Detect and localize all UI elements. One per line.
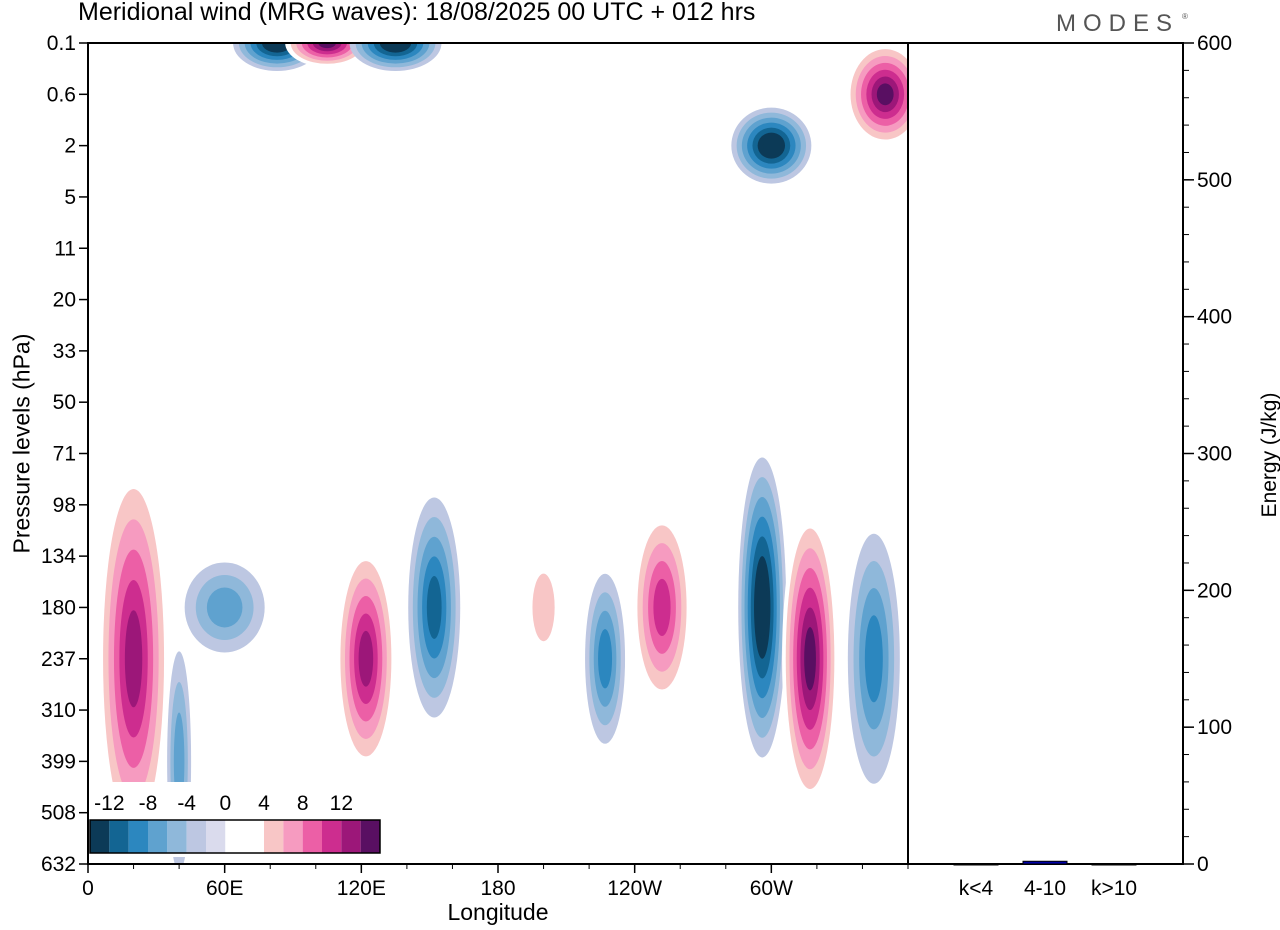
colorbar: -12 -8 -4 0 4 8 12 <box>86 782 384 857</box>
colorbar-label: 0 <box>219 792 231 815</box>
energy-tick-label: 200 <box>1197 579 1232 602</box>
y-tick-label: 98 <box>53 494 76 517</box>
contour-level <box>876 83 894 106</box>
contour-level <box>124 610 143 708</box>
colorbar-label: -4 <box>177 792 196 815</box>
y-tick-label: 20 <box>53 289 76 312</box>
energy-bar-panel: 0 100 200 300 400 500 600 k<4 4-10 k>10 <box>907 32 1232 900</box>
colorbar-swatch <box>225 820 245 853</box>
colorbar-swatch <box>128 820 148 853</box>
y-tick-label: 310 <box>41 699 76 722</box>
y-tick-label: 508 <box>41 802 76 825</box>
contour-level <box>804 627 816 691</box>
colorbar-swatch <box>186 820 206 853</box>
colorbar-label: 4 <box>258 792 270 815</box>
y-tick-label: 237 <box>41 648 76 671</box>
y-tick-label: 2 <box>64 135 76 158</box>
contour-level <box>532 573 555 642</box>
contour-field <box>97 43 908 864</box>
energy-category-label: k<4 <box>959 877 994 900</box>
y-tick-label: 11 <box>54 237 76 260</box>
energy-tick-label: 300 <box>1197 443 1232 466</box>
brand-logo: MODES <box>1056 10 1180 37</box>
contour-level <box>385 43 406 49</box>
x-tick-label: 120W <box>607 877 662 900</box>
contour-level <box>318 43 336 49</box>
y-tick-label: 632 <box>41 853 76 876</box>
colorbar-swatch <box>341 820 361 853</box>
y-tick-label: 50 <box>53 391 76 414</box>
colorbar-swatch <box>360 820 380 853</box>
x-axis-label: Longitude <box>447 899 549 925</box>
x-tick-label: 120E <box>337 877 386 900</box>
energy-bar <box>1022 860 1068 865</box>
colorbar-label: 12 <box>330 792 353 815</box>
y-tick-label: 399 <box>41 750 76 773</box>
y-axis-label: Pressure levels (hPa) <box>8 333 35 554</box>
contour-level <box>206 587 243 628</box>
contour-level <box>757 575 768 640</box>
y-tick-label: 134 <box>41 545 76 568</box>
brand-registered-mark: ® <box>1182 12 1188 21</box>
contour-level <box>653 578 671 637</box>
colorbar-label: 8 <box>297 792 309 815</box>
x-tick-label: 0 <box>82 877 94 900</box>
energy-tick-label: 400 <box>1197 306 1232 329</box>
x-tick-label: 60E <box>206 877 243 900</box>
colorbar-label: -8 <box>139 792 158 815</box>
contour-level <box>864 615 883 703</box>
colorbar-swatch <box>322 820 342 853</box>
colorbar-swatch <box>148 820 168 853</box>
energy-category-label: k>10 <box>1091 877 1137 900</box>
chart-title: Meridional wind (MRG waves): 18/08/2025 … <box>78 0 756 26</box>
contour-level <box>598 629 613 689</box>
contour-level <box>267 43 287 49</box>
energy-bar <box>953 863 999 866</box>
colorbar-swatch <box>283 820 303 853</box>
colorbar-swatch <box>302 820 322 853</box>
colorbar-frame <box>89 819 381 854</box>
contour-level <box>426 576 442 639</box>
colorbar-swatch <box>264 820 284 853</box>
energy-category-label: 4-10 <box>1024 877 1066 900</box>
energy-bar <box>1091 863 1137 866</box>
colorbar-swatch <box>244 820 264 853</box>
energy-tick-label: 500 <box>1197 169 1232 192</box>
colorbar-label: -12 <box>94 792 124 815</box>
colorbar-swatch <box>109 820 129 853</box>
contour-level <box>358 630 374 687</box>
x-tick-label: 180 <box>480 877 515 900</box>
y-axis: 0.1 0.6 2 5 11 20 33 50 71 98 134 180 237 310 399 508 63… <box>41 32 88 876</box>
x-axis: 0 60E 120E 180 120W 60W <box>82 864 909 900</box>
energy-axis-label: Energy (J/kg) <box>1258 392 1280 518</box>
energy-tick-label: 600 <box>1197 32 1232 55</box>
energy-tick-label: 100 <box>1197 716 1232 739</box>
colorbar-swatch <box>167 820 187 853</box>
energy-tick-label: 0 <box>1197 853 1209 876</box>
y-tick-label: 5 <box>64 186 76 209</box>
y-tick-label: 33 <box>53 340 76 363</box>
y-tick-label: 0.6 <box>47 83 76 106</box>
colorbar-swatch <box>206 820 226 853</box>
contour-level <box>762 137 780 154</box>
y-tick-label: 0.1 <box>47 32 76 55</box>
energy-panel-frame <box>907 42 1184 865</box>
y-tick-label: 71 <box>53 443 76 466</box>
x-tick-label: 60W <box>750 877 793 900</box>
colorbar-swatch <box>90 820 110 853</box>
y-tick-label: 180 <box>41 596 76 619</box>
